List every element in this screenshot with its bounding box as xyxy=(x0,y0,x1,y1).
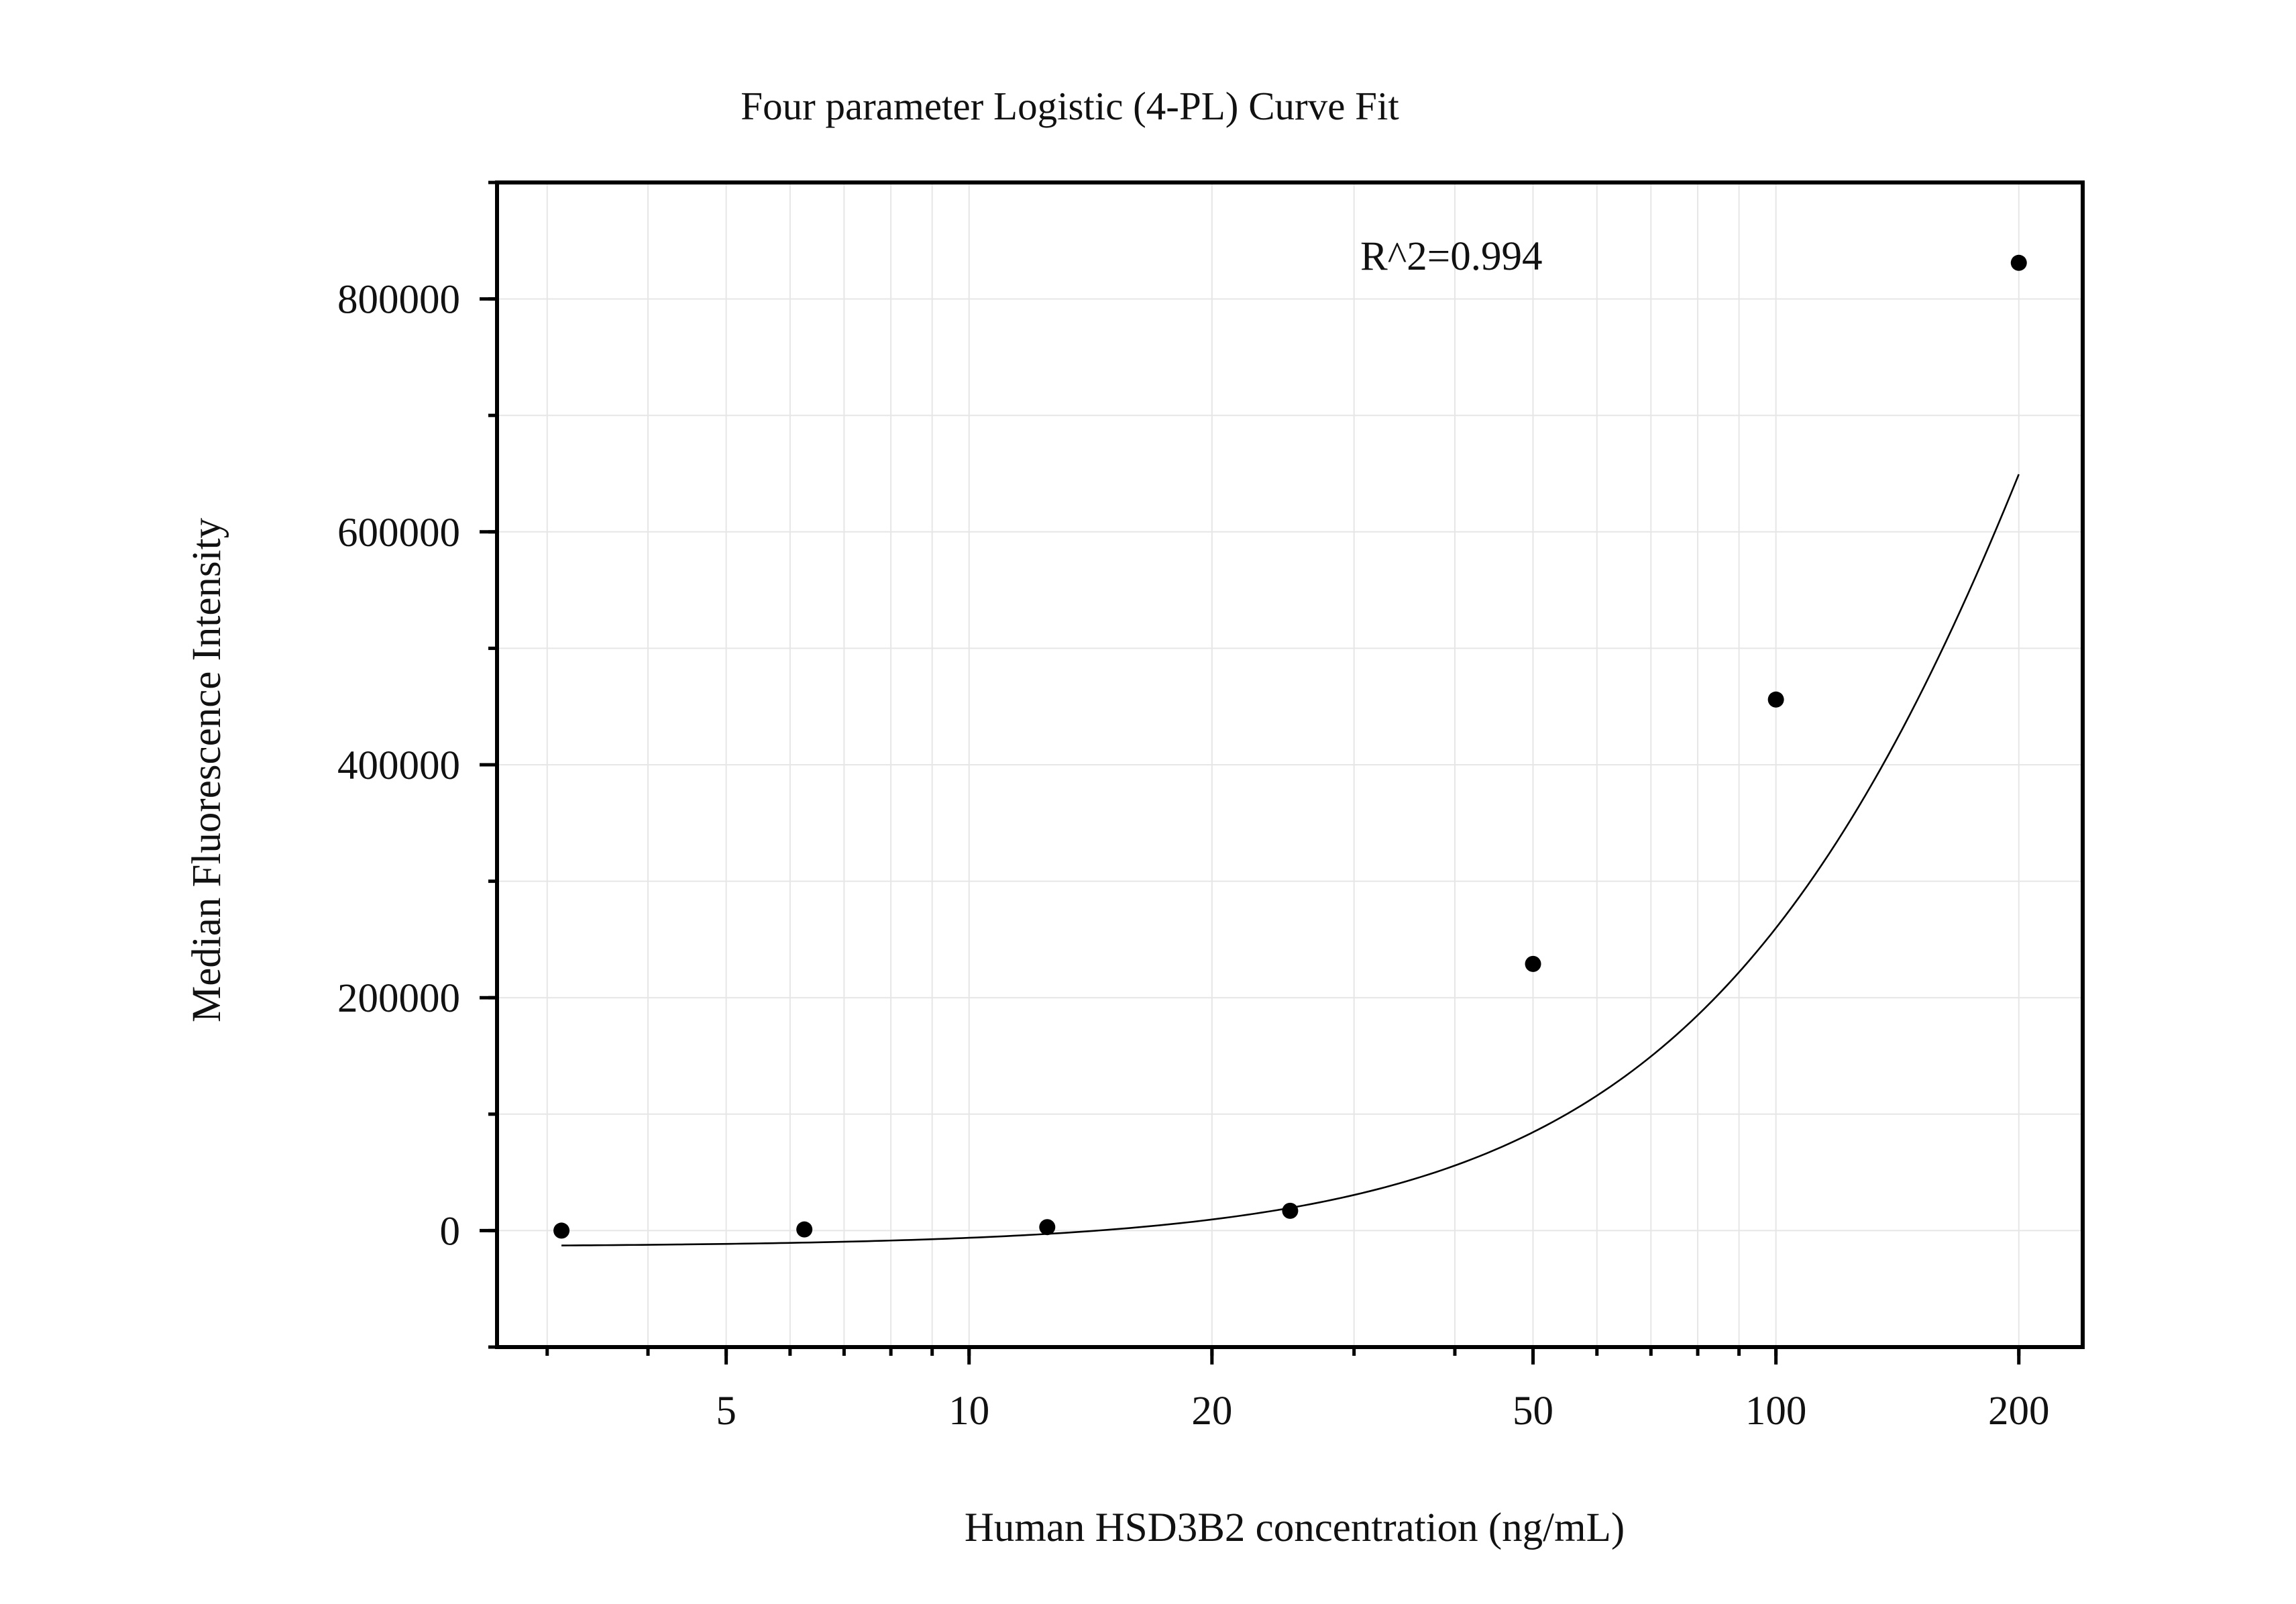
fit-curve xyxy=(561,474,2020,1246)
grid xyxy=(497,182,2083,1348)
data-point xyxy=(2010,254,2027,271)
plot-frame xyxy=(495,180,2085,1349)
data-points xyxy=(553,254,2027,1239)
y-tick-label: 200000 xyxy=(337,976,460,1021)
y-tick-label: 400000 xyxy=(337,743,460,788)
x-axis-label: Human HSD3B2 concentration (ng/mL) xyxy=(965,1505,1625,1550)
x-tick-label: 200 xyxy=(1988,1389,2050,1434)
axis-ticks xyxy=(480,180,2021,1365)
data-point xyxy=(796,1221,813,1238)
data-point xyxy=(1039,1219,1056,1236)
y-tick-label: 600000 xyxy=(337,511,460,555)
x-tick-label: 50 xyxy=(1513,1389,1553,1434)
x-tick-label: 10 xyxy=(948,1389,989,1434)
y-axis-label: Median Fluorescence Intensity xyxy=(184,517,229,1022)
fit-curve-layer xyxy=(561,474,2020,1246)
r-squared-annotation: R^2=0.994 xyxy=(1360,234,1542,279)
data-point xyxy=(1525,955,1541,972)
x-tick-label: 20 xyxy=(1191,1389,1232,1434)
x-tick-label: 100 xyxy=(1745,1389,1807,1434)
y-tick-label: 800000 xyxy=(337,278,460,323)
chart-title: Four parameter Logistic (4-PL) Curve Fit xyxy=(741,84,1399,128)
y-tick-label: 0 xyxy=(440,1209,461,1254)
data-point xyxy=(553,1222,570,1239)
data-point xyxy=(1767,691,1784,708)
tick-labels: 5 10 20 50 100 200 0 200000 400000 600000 800000 xyxy=(337,278,2050,1434)
data-point xyxy=(1282,1202,1299,1219)
x-tick-label: 5 xyxy=(716,1389,736,1434)
